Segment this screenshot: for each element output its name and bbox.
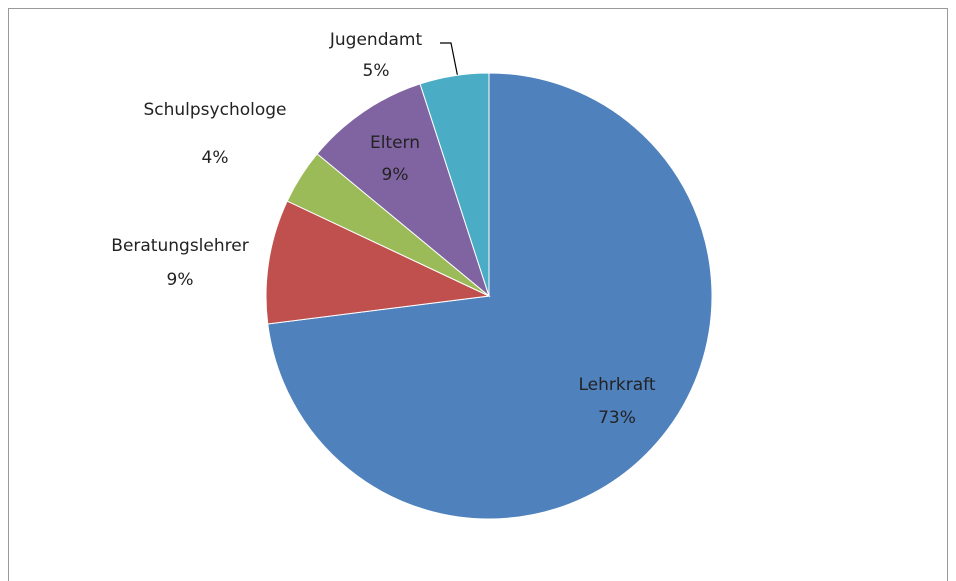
slice-label: Beratungslehrer [111,236,248,256]
slice-label: Jugendamt [329,30,423,50]
slice-value-label: 4% [202,148,229,168]
slice-label: Lehrkraft [579,375,656,395]
slice-value-label: 9% [382,165,409,185]
slice-label: Schulpsychologe [143,100,286,120]
slice-value-label: 73% [598,408,636,428]
pie-slice [316,83,491,298]
slice-value-label: 5% [363,61,390,81]
pie-slice [265,200,491,325]
slice-value-label: 9% [167,270,194,290]
leader-line [440,42,459,79]
pie-slice [419,72,490,297]
slice-label: Eltern [370,133,420,153]
